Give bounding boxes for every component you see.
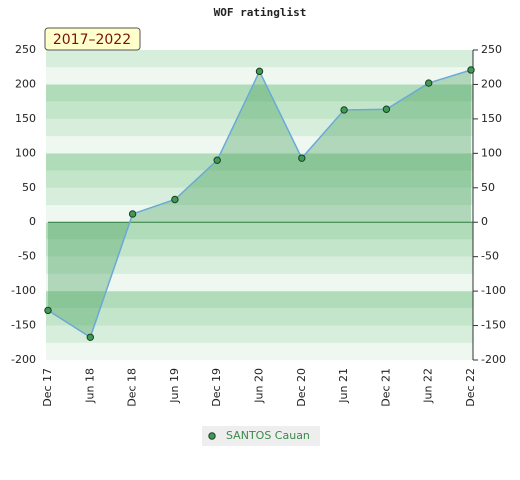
y2-tick-label: 250 (481, 43, 502, 56)
band (46, 170, 473, 188)
x-tick-label: Dec 20 (295, 368, 308, 407)
band (46, 256, 473, 274)
legend-label: SANTOS Cauan (226, 429, 310, 442)
band (46, 273, 473, 292)
marker (467, 66, 475, 74)
x-tick-label: Jun 20 (253, 368, 266, 404)
marker (425, 79, 433, 87)
y2-tick-label: -100 (481, 284, 506, 297)
y2-tick-label: 50 (481, 181, 495, 194)
legend-marker (208, 432, 216, 440)
y-tick-label: 100 (15, 146, 36, 159)
y-tick-label: 150 (15, 112, 36, 125)
band (46, 136, 473, 154)
y2-tick-label: 100 (481, 146, 502, 159)
x-tick-label: Dec 17 (41, 368, 54, 407)
band (46, 118, 473, 137)
band (46, 84, 473, 102)
plot (46, 50, 473, 360)
x-tick-label: Jun 18 (83, 368, 96, 404)
band (46, 308, 473, 326)
x-tick-label: Jun 19 (168, 368, 181, 404)
band (46, 325, 473, 343)
badge-box (44, 27, 141, 51)
band (46, 101, 473, 119)
marker (340, 106, 348, 114)
marker (171, 195, 179, 204)
y-tick-label: 0 (29, 215, 36, 228)
x-tick-label: Dec 22 (464, 368, 477, 407)
y-tick-label: -200 (11, 353, 36, 366)
y-tick-label: 250 (15, 43, 36, 56)
y2-tick-label: -200 (481, 353, 506, 366)
marker (255, 67, 264, 76)
band (46, 239, 473, 257)
marker (44, 306, 52, 315)
band (46, 187, 473, 205)
x-tick-label: Dec 21 (379, 368, 392, 407)
badge: 2017–2022 (53, 32, 131, 48)
marker (298, 154, 306, 162)
y2-tick-label: -150 (481, 319, 506, 332)
y2-tick-label: 200 (481, 77, 502, 90)
x-tick-label: Dec 18 (126, 368, 139, 407)
y-tick-label: 50 (22, 181, 36, 194)
x-tick-label: Jun 22 (422, 368, 435, 404)
band (46, 342, 473, 360)
band (46, 291, 473, 309)
band (46, 153, 473, 171)
band (46, 205, 473, 223)
marker (382, 105, 391, 113)
band (46, 50, 473, 68)
x-tick-label: Dec 19 (210, 368, 223, 407)
band (46, 222, 473, 240)
marker (213, 156, 221, 164)
y-tick-label: -150 (11, 319, 36, 332)
y-tick-label: -50 (18, 250, 36, 263)
marker (86, 333, 95, 341)
area (48, 69, 471, 338)
y2-tick-label: -50 (481, 250, 499, 263)
band (46, 67, 473, 85)
x-tick-label: Jun 21 (337, 368, 350, 404)
chart-title: WOF ratinglist (214, 6, 307, 19)
marker (128, 210, 137, 218)
y2-tick-label: 0 (481, 215, 488, 228)
y-tick-label: 200 (15, 77, 36, 90)
legend-box (202, 426, 320, 446)
y2-tick-label: 150 (481, 112, 502, 125)
y-tick-label: -100 (11, 284, 36, 297)
